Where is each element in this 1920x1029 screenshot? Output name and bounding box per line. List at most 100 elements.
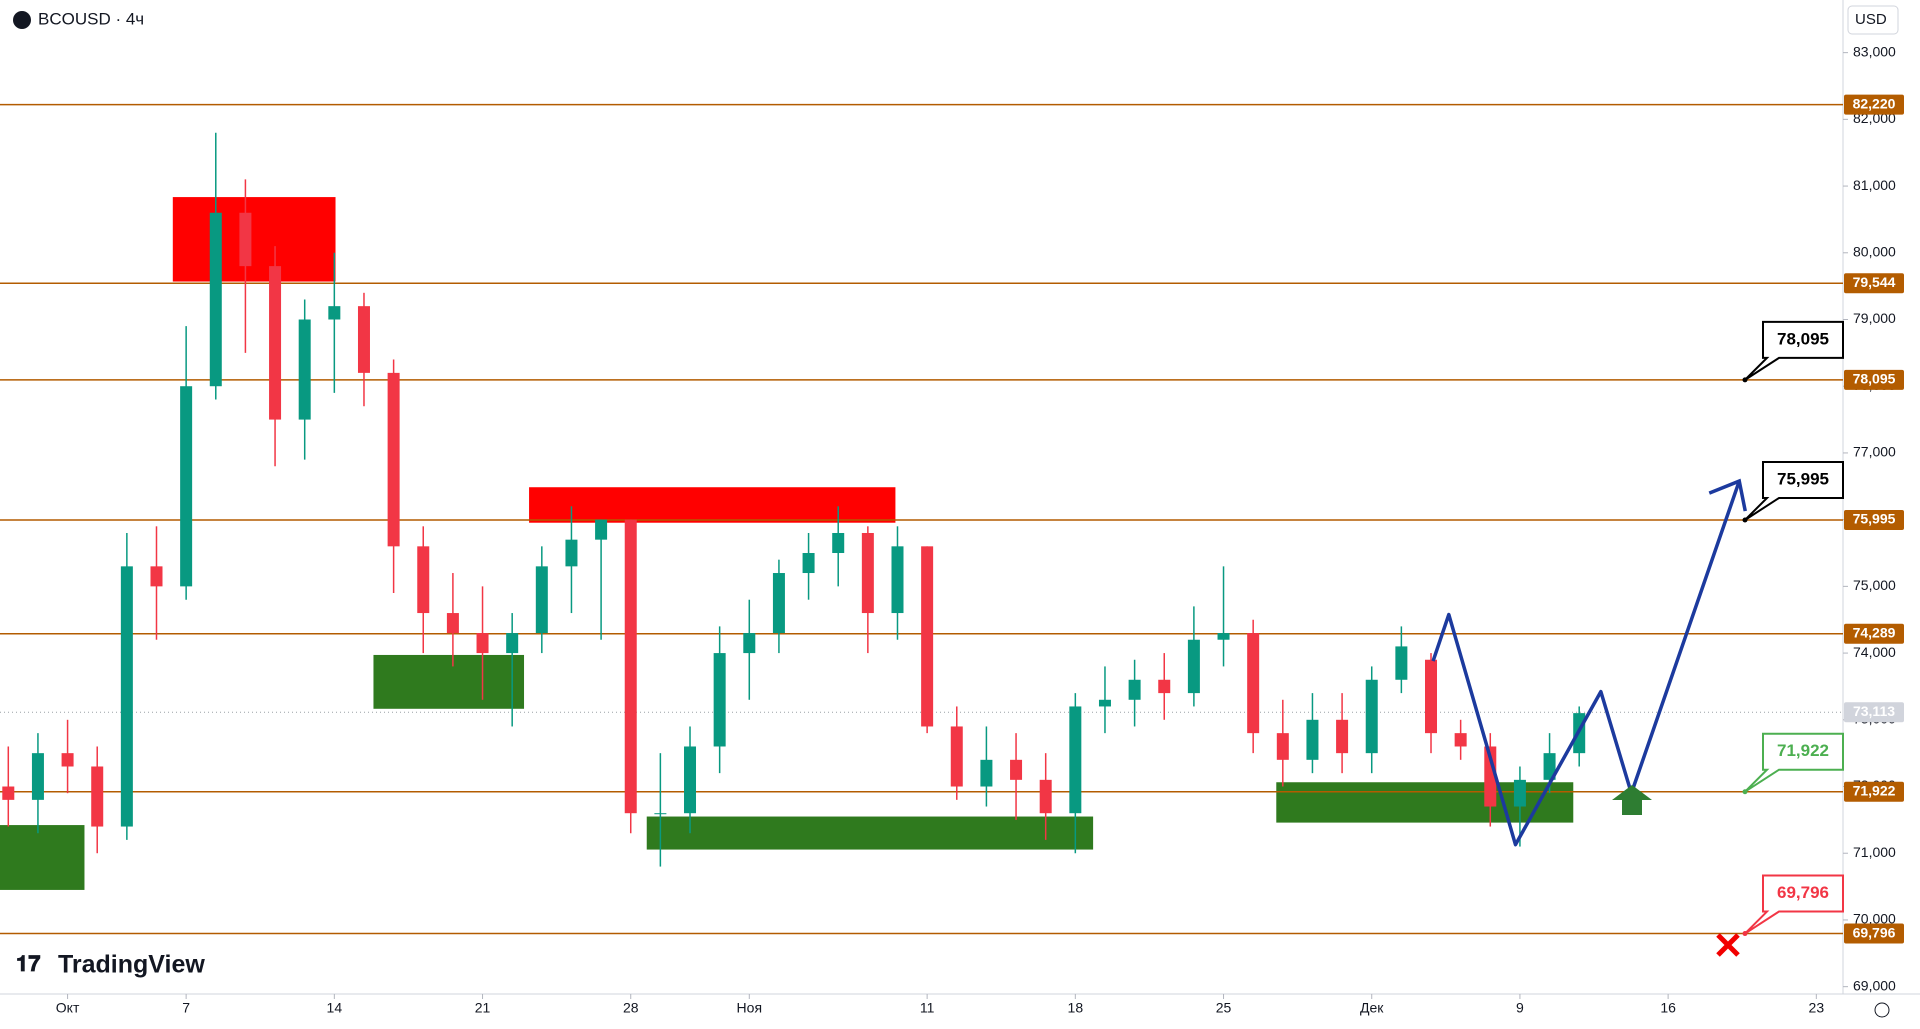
buy-arrow <box>1612 785 1652 815</box>
candle-body <box>713 653 726 747</box>
x-tick-label: 7 <box>182 1000 190 1016</box>
x-tick-label: 18 <box>1068 1000 1084 1016</box>
candle-body <box>802 553 815 574</box>
candle-body <box>980 759 993 787</box>
stop-cross <box>1716 933 1740 957</box>
level-label: 78,095 <box>1853 371 1896 387</box>
zone <box>529 487 896 523</box>
candle-body <box>535 566 548 634</box>
candle-body <box>624 519 637 814</box>
candle-body <box>772 573 785 634</box>
level-label-bg <box>1844 94 1904 115</box>
currency-box[interactable] <box>1847 5 1899 35</box>
y-tick-label: 69,000 <box>1853 977 1896 993</box>
zone <box>0 825 85 890</box>
x-tick-label: Окт <box>56 1000 80 1016</box>
callout-box <box>1744 732 1844 793</box>
level-label-bg <box>1844 509 1904 530</box>
candle-body <box>1454 733 1467 747</box>
candle-body <box>150 566 163 587</box>
candle-body <box>861 532 874 614</box>
brand: TradingView <box>58 951 205 979</box>
candle-body <box>269 266 282 420</box>
candle-body <box>1010 759 1023 780</box>
level-label: 74,289 <box>1853 625 1896 641</box>
candle-body <box>357 306 370 373</box>
symbol-icon <box>13 11 31 29</box>
candle-body <box>506 633 519 654</box>
currency[interactable]: USD <box>1855 11 1887 28</box>
candle-body <box>743 633 756 654</box>
candle-body <box>298 319 311 420</box>
level-label-bg <box>1844 369 1904 390</box>
y-tick-label: 81,000 <box>1853 177 1896 193</box>
x-tick-label: 16 <box>1660 1000 1676 1016</box>
candle-body <box>1247 633 1260 734</box>
brand-logo-mark: 𝟏𝟕 <box>16 951 41 976</box>
candle-body <box>921 546 934 727</box>
level-label: 79,544 <box>1853 274 1896 290</box>
level-label: 71,922 <box>1853 782 1896 798</box>
callout-box <box>1744 460 1844 521</box>
level-label-bg <box>1844 923 1904 944</box>
x-tick-label: Ноя <box>737 1000 762 1016</box>
candle-body <box>1276 733 1289 760</box>
candle-body <box>1069 706 1082 814</box>
candle-body <box>891 546 904 614</box>
candle-body <box>476 633 489 654</box>
candle-body <box>1395 646 1408 680</box>
candle-body <box>2 786 15 800</box>
level-label-bg <box>1844 623 1904 644</box>
candle-body <box>31 753 44 800</box>
candle-body <box>1306 719 1319 760</box>
level-label-bg <box>1844 781 1904 802</box>
callout-label: 69,796 <box>1777 883 1829 902</box>
y-tick-label: 79,000 <box>1853 310 1896 326</box>
y-tick-label: 70,000 <box>1853 911 1896 927</box>
zone <box>172 197 336 282</box>
last-price-label-bg <box>1844 702 1904 723</box>
candle-body <box>654 813 667 815</box>
candle-body <box>1039 779 1052 814</box>
candle-body <box>832 532 845 554</box>
level-label: 75,995 <box>1853 511 1896 527</box>
candle-body <box>1425 659 1438 734</box>
callout-box <box>1744 874 1844 935</box>
x-tick-label: 9 <box>1516 1000 1524 1016</box>
candle-body <box>565 539 578 567</box>
callout-box <box>1744 320 1844 381</box>
candle-body <box>1158 679 1171 694</box>
level-label: 69,796 <box>1853 924 1896 940</box>
candle-body <box>446 613 459 634</box>
candle-body <box>387 372 400 547</box>
candle-body <box>61 753 74 767</box>
candle-body <box>1128 679 1141 700</box>
candle-body <box>950 726 963 787</box>
candle-body <box>684 746 697 814</box>
candle-body <box>1187 639 1200 694</box>
x-tick-label: 21 <box>475 1000 491 1016</box>
callout-label: 71,922 <box>1777 741 1829 760</box>
candle-body <box>595 519 608 540</box>
candle-body <box>1336 719 1349 754</box>
candle-body <box>417 546 430 614</box>
x-tick-label: Дек <box>1360 1000 1384 1016</box>
candle-body <box>328 306 341 320</box>
projection-line <box>1431 480 1741 847</box>
y-tick-label: 74,000 <box>1853 644 1896 660</box>
y-tick-label: 83,000 <box>1853 43 1896 59</box>
candle-body <box>1513 779 1526 807</box>
callout-label: 78,095 <box>1777 329 1829 348</box>
candle-body <box>239 212 252 267</box>
y-tick-label: 77,000 <box>1853 444 1896 460</box>
settings-icon[interactable] <box>1874 1002 1890 1018</box>
zone <box>646 816 1094 850</box>
callout-label: 75,995 <box>1777 469 1829 488</box>
y-tick-label: 71,000 <box>1853 844 1896 860</box>
candle-body <box>209 212 222 387</box>
candle-body <box>1543 753 1556 780</box>
x-tick-label: 25 <box>1216 1000 1232 1016</box>
x-tick-label: 28 <box>623 1000 639 1016</box>
